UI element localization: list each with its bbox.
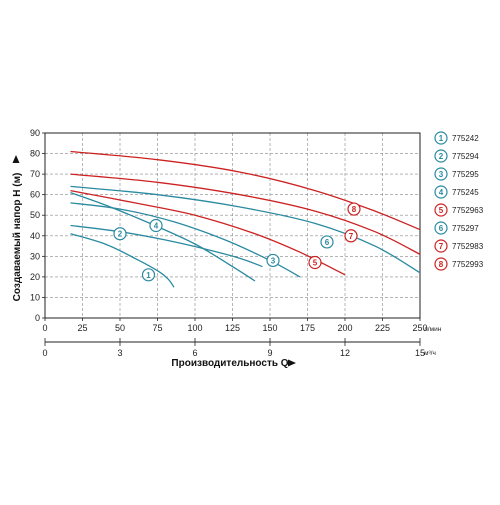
y-tick-label: 30 [30, 251, 40, 261]
x2-tick-label: 15 [415, 348, 425, 358]
legend-label-2: 775294 [452, 152, 479, 161]
legend-marker-label-7: 7 [439, 242, 444, 251]
x-tick-label: 150 [262, 323, 277, 333]
legend-marker-8 [434, 257, 448, 271]
series-line-1 [70, 233, 175, 288]
y-tick-label: 20 [30, 272, 40, 282]
x-tick-label: 175 [300, 323, 315, 333]
series-marker-label-3: 3 [271, 256, 276, 265]
y-tick-label: 80 [30, 149, 40, 159]
y-tick-label: 70 [30, 169, 40, 179]
series-marker-label-7: 7 [349, 232, 354, 241]
series-line-5 [70, 189, 346, 276]
series-line-6 [70, 185, 421, 274]
legend-marker-label-2: 2 [439, 152, 444, 161]
series-marker-7 [344, 229, 358, 243]
x2-tick-label: 12 [340, 348, 350, 358]
legend-label-3: 775295 [452, 170, 479, 179]
x-tick-label: 0 [42, 323, 47, 333]
x2-tick-label: 3 [117, 348, 122, 358]
series-marker-6 [320, 235, 334, 249]
x-tick-label: 75 [152, 323, 162, 333]
x2-tick-label: 0 [42, 348, 47, 358]
y-tick-label: 50 [30, 210, 40, 220]
series-marker-8 [347, 202, 361, 216]
series-marker-label-5: 5 [313, 259, 318, 268]
y-axis-title-arrow-icon [12, 155, 20, 163]
series-line-8 [70, 150, 421, 231]
legend-marker-1 [434, 131, 448, 145]
series-marker-label-1: 1 [146, 271, 151, 280]
series-marker-label-2: 2 [118, 230, 123, 239]
y-tick-label: 90 [30, 128, 40, 138]
series-markers: 1 2 3 4 5 6 7 8 [113, 202, 361, 282]
series-marker-2 [113, 227, 127, 241]
legend-marker-label-8: 8 [439, 260, 444, 269]
legend-marker-4 [434, 185, 448, 199]
legend-label-5: 7752963 [452, 206, 484, 215]
y-tick-label: 0 [35, 313, 40, 323]
series-marker-label-4: 4 [154, 222, 159, 231]
legend-marker-label-1: 1 [439, 134, 444, 143]
x-tick-label: 100 [187, 323, 202, 333]
x-tick-label: 25 [77, 323, 87, 333]
y-axis-title-group: Создаваемый напор H (м) [12, 155, 23, 301]
legend: 1 775242 2 775294 3 775295 4 775245 5 7752963 6 775… [434, 131, 484, 271]
x-axis-title: Производительность Q [171, 358, 288, 369]
series-marker-label-6: 6 [325, 238, 330, 247]
legend-marker-label-4: 4 [439, 188, 444, 197]
legend-marker-label-3: 3 [439, 170, 444, 179]
series-marker-3 [266, 253, 280, 268]
legend-marker-label-5: 5 [439, 206, 444, 215]
x-tick-label: 200 [337, 323, 352, 333]
legend-label-8: 7752993 [452, 260, 484, 269]
legend-marker-6 [434, 221, 448, 235]
y-tick-label: 60 [30, 190, 40, 200]
legend-marker-2 [434, 149, 448, 163]
series-line-7 [70, 173, 421, 255]
x2-tick-label: 6 [192, 348, 197, 358]
legend-marker-5 [434, 203, 448, 217]
x-tick-label: 50 [115, 323, 125, 333]
series-marker-label-8: 8 [352, 205, 357, 214]
legend-label-7: 7752983 [452, 242, 484, 251]
y-tick-label: 10 [30, 292, 40, 302]
series-marker-1 [141, 268, 156, 282]
legend-label-6: 775297 [452, 224, 479, 233]
x-axis-title-arrow-icon [288, 359, 296, 367]
legend-label-4: 775245 [452, 188, 479, 197]
x-tick-label: 125 [225, 323, 240, 333]
y-tick-label: 40 [30, 231, 40, 241]
x2-axis-unit: м³/ч [424, 350, 436, 357]
legend-marker-7 [434, 239, 448, 253]
series-line-4 [70, 191, 256, 282]
series-marker-5 [308, 255, 322, 270]
y-axis-title: Создаваемый напор H (м) [12, 173, 23, 302]
x-tick-label: 250 [412, 323, 427, 333]
legend-marker-label-6: 6 [439, 224, 444, 233]
x-axis-unit: л/мин [424, 326, 442, 333]
x2-tick-label: 9 [267, 348, 272, 358]
x-tick-label: 225 [375, 323, 390, 333]
legend-marker-3 [434, 167, 448, 181]
series-marker-4 [149, 218, 163, 233]
legend-label-1: 775242 [452, 134, 479, 143]
